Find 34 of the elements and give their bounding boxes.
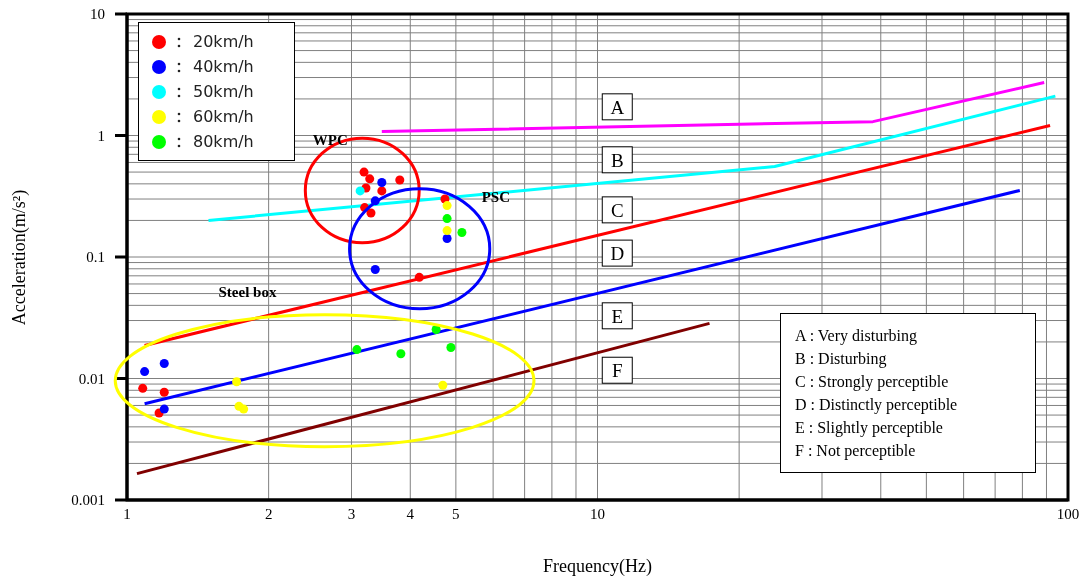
- y-tick-label: 0.01: [78, 370, 105, 387]
- annotation: B : Disturbing: [795, 349, 888, 370]
- annotation: C : Strongly perceptible: [795, 372, 950, 393]
- x-axis-title: Frequency(Hz): [543, 556, 652, 577]
- annotation: WPC: [312, 131, 348, 148]
- annotation: C: [610, 199, 624, 221]
- annotation: D : Distinctly perceptible: [795, 395, 959, 416]
- y-tick-label: 1: [97, 127, 105, 144]
- legend-label: 80km/h: [193, 132, 254, 151]
- x-tick-label: 2: [264, 505, 273, 522]
- x-tick-label: 10: [590, 505, 605, 522]
- y-tick-label: 0.001: [71, 492, 105, 509]
- x-tick-label: 100: [1056, 505, 1080, 522]
- annotation: A: [610, 96, 625, 118]
- annotation: D: [610, 243, 625, 265]
- x-tick-label: 1: [123, 505, 131, 522]
- y-axis-title: Acceleration(m/s²): [9, 189, 31, 325]
- annotation: F : Not perceptible: [795, 441, 917, 462]
- y-tick-label: 0.1: [86, 249, 105, 266]
- legend-label: 60km/h: [193, 107, 254, 126]
- annotation: F: [611, 360, 623, 382]
- x-tick-label: 4: [406, 505, 415, 522]
- x-tick-label: 5: [452, 505, 460, 522]
- annotation: PSC: [481, 189, 511, 206]
- legend-label: 20km/h: [193, 32, 254, 51]
- annotation: E : Slightly perceptible: [795, 418, 944, 439]
- legend-label: 50km/h: [193, 82, 254, 101]
- x-tick-label: 3: [347, 505, 356, 522]
- annotation: B: [610, 149, 624, 171]
- annotation: Steel box: [218, 283, 277, 300]
- y-tick-label: 10: [90, 6, 105, 23]
- annotation: E: [611, 305, 624, 327]
- legend-label: 40km/h: [193, 57, 254, 76]
- annotation: A : Very disturbing: [795, 326, 918, 347]
